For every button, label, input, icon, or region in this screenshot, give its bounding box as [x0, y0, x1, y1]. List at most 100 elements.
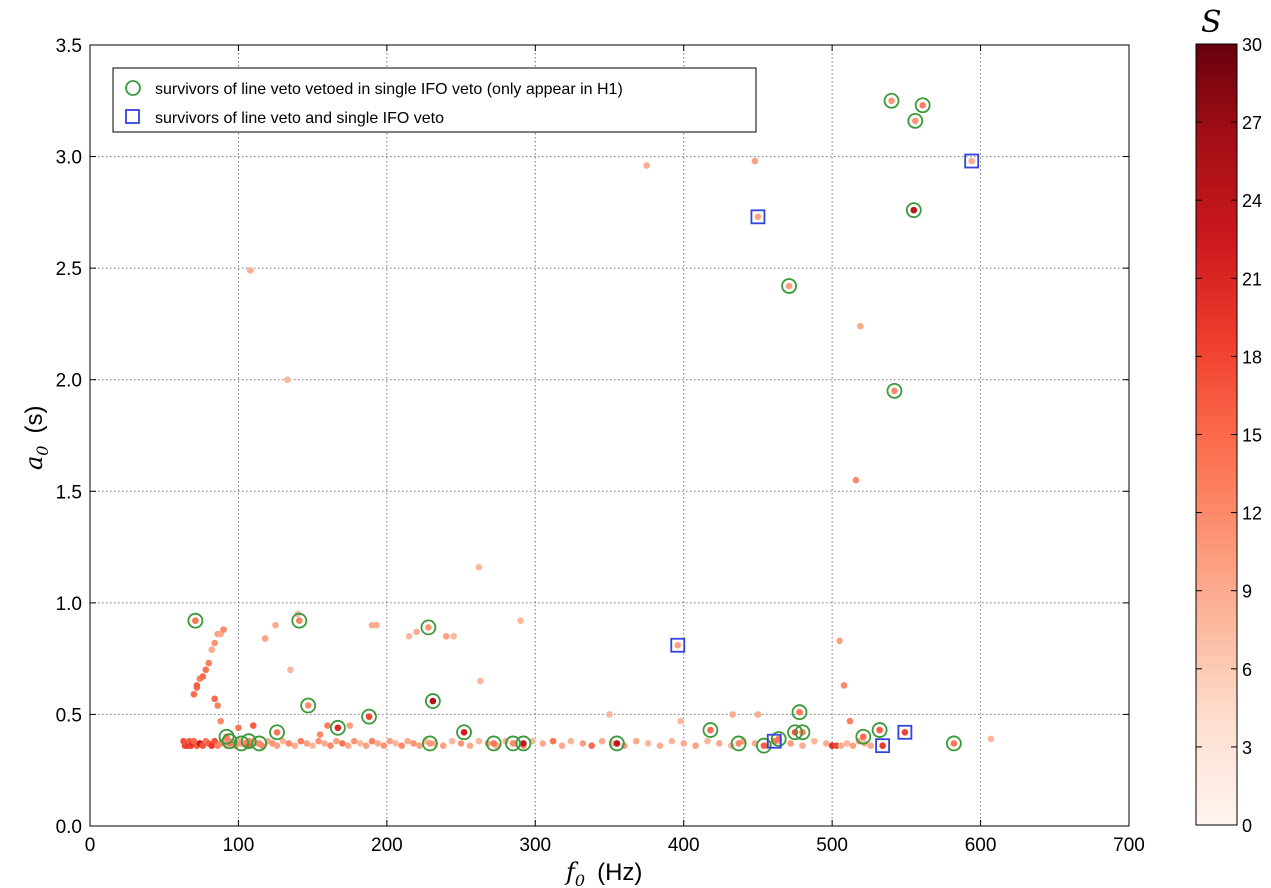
x-tick-label: 700	[1113, 835, 1145, 856]
y-tick-label: 1.0	[56, 594, 82, 615]
legend: survivors of line veto vetoed in single …	[112, 67, 757, 133]
colorbar-tick-label: 6	[1242, 660, 1252, 680]
data-point	[284, 376, 291, 384]
y-tick-label: 1.5	[56, 482, 82, 503]
circled-marker	[905, 202, 922, 219]
legend-box	[112, 67, 757, 133]
circled-marker	[420, 619, 437, 636]
colorbar-tick-label: 12	[1242, 504, 1262, 524]
data-point	[386, 737, 394, 745]
data-point	[324, 722, 331, 729]
data-point	[643, 162, 650, 169]
data-point	[287, 666, 294, 674]
circled-marker	[609, 735, 625, 752]
plot-frame	[89, 44, 1130, 827]
circled-marker	[871, 722, 888, 738]
legend-entry-circled: survivors of line veto vetoed in single …	[155, 81, 623, 98]
data-point	[867, 742, 875, 749]
squared-marker	[897, 724, 913, 740]
colorbar-label: S	[1201, 5, 1222, 40]
x-tick-label: 200	[371, 835, 403, 856]
data-point	[362, 742, 370, 749]
circled-marker	[240, 733, 257, 750]
x-axis-label: f0 (Hz)	[564, 858, 642, 888]
data-point	[910, 206, 918, 214]
data-point	[380, 742, 388, 749]
data-point	[857, 322, 864, 330]
colorbar-gradient	[1195, 43, 1238, 826]
x-tick-label: 500	[816, 835, 848, 856]
circled-marker	[914, 97, 931, 114]
circled-marker	[505, 735, 521, 752]
data-point	[477, 677, 484, 685]
data-point	[822, 740, 830, 747]
data-point	[613, 740, 621, 747]
data-point	[249, 722, 257, 729]
circled-marker	[456, 724, 472, 741]
data-point	[448, 737, 456, 745]
circled-marker	[422, 735, 438, 752]
data-point	[205, 659, 213, 667]
data-point	[751, 157, 759, 165]
data-point	[598, 737, 606, 745]
data-point	[517, 617, 524, 625]
data-point	[919, 101, 926, 109]
data-point	[558, 742, 566, 749]
data-point	[211, 695, 218, 703]
circled-marker	[787, 724, 803, 741]
circled-marker	[794, 724, 811, 741]
data-point	[911, 117, 919, 125]
circled-marker	[300, 697, 317, 714]
data-point	[303, 740, 311, 747]
y-tick-label: 2.5	[56, 259, 82, 280]
data-point	[716, 740, 723, 747]
data-point	[567, 737, 575, 745]
data-point	[475, 737, 483, 745]
data-point	[261, 635, 269, 642]
data-point	[273, 742, 281, 749]
data-point	[368, 737, 376, 745]
data-point	[656, 742, 664, 749]
legend-square-marker	[125, 109, 140, 124]
y-tick-label: 0.5	[56, 705, 82, 726]
squared-marker	[766, 733, 782, 749]
circled-marker	[361, 708, 377, 725]
data-point	[674, 641, 682, 649]
data-point	[729, 711, 736, 718]
squared-marker	[964, 153, 980, 169]
data-point	[309, 742, 316, 749]
data-point	[442, 633, 450, 640]
colorbar-tick-label: 0	[1242, 816, 1252, 836]
data-point	[799, 742, 806, 749]
data-point	[632, 737, 640, 745]
circled-marker	[515, 735, 532, 752]
data-point	[192, 617, 199, 625]
colorbar-tick-label: 3	[1242, 738, 1252, 758]
data-point	[796, 708, 803, 716]
data-point	[891, 387, 898, 395]
circled-marker	[730, 735, 747, 752]
circled-marker	[907, 112, 924, 129]
colorbar-tick-label: 15	[1242, 426, 1262, 446]
y-tick-label: 0.0	[56, 817, 82, 838]
circled-marker	[485, 735, 502, 752]
data-point	[987, 735, 995, 743]
data-point	[413, 628, 420, 636]
y-tick-label: 3.5	[56, 36, 82, 57]
data-point	[840, 682, 848, 689]
data-point	[836, 637, 843, 645]
data-point	[304, 702, 312, 709]
data-point	[392, 740, 400, 747]
data-point	[860, 733, 867, 741]
data-point	[255, 740, 263, 747]
circled-marker	[781, 278, 797, 294]
circled-marker	[291, 612, 308, 629]
data-point	[579, 740, 587, 747]
data-point	[410, 740, 417, 747]
data-point	[707, 726, 714, 734]
x-tick-label: 0	[85, 835, 96, 856]
data-point	[785, 282, 793, 290]
data-point	[285, 740, 293, 747]
squared-marker	[875, 738, 891, 754]
circled-marker	[755, 737, 772, 754]
